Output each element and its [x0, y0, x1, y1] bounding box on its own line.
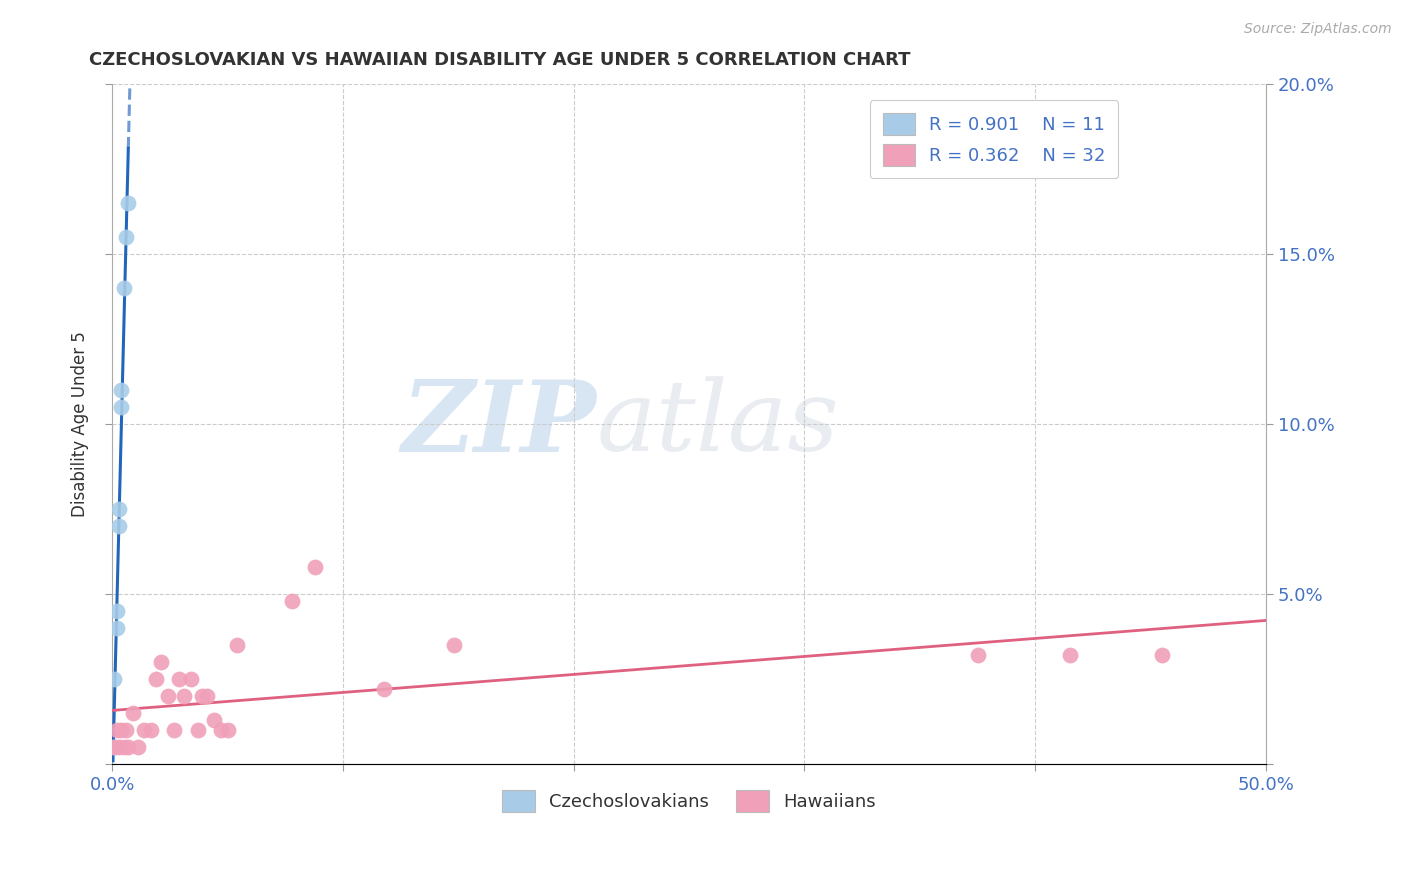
Point: [127, 739, 149, 754]
Point: [186, 723, 208, 737]
Text: atlas: atlas: [596, 376, 839, 472]
Point: [966, 648, 988, 662]
Point: [209, 723, 232, 737]
Point: [115, 230, 138, 244]
Text: ZIP: ZIP: [402, 376, 596, 472]
Point: [112, 281, 135, 295]
Point: [443, 638, 465, 652]
Point: [115, 723, 138, 737]
Point: [110, 383, 132, 397]
Point: [105, 621, 128, 635]
Point: [112, 739, 135, 754]
Point: [108, 502, 131, 516]
Point: [103, 672, 125, 686]
Point: [145, 672, 167, 686]
Point: [103, 739, 125, 754]
Point: [1059, 648, 1081, 662]
Point: [373, 681, 395, 696]
Point: [173, 689, 195, 703]
Point: [167, 672, 190, 686]
Point: [191, 689, 214, 703]
Text: Source: ZipAtlas.com: Source: ZipAtlas.com: [1244, 22, 1392, 37]
Point: [163, 723, 186, 737]
Point: [108, 739, 131, 754]
Point: [1152, 648, 1174, 662]
Point: [134, 723, 156, 737]
Y-axis label: Disability Age Under 5: Disability Age Under 5: [72, 331, 89, 516]
Point: [117, 196, 139, 211]
Point: [110, 723, 132, 737]
Point: [304, 559, 326, 574]
Point: [149, 655, 172, 669]
Point: [105, 723, 128, 737]
Point: [110, 400, 132, 414]
Point: [108, 519, 131, 533]
Point: [225, 638, 247, 652]
Point: [180, 672, 202, 686]
Point: [103, 739, 125, 754]
Text: CZECHOSLOVAKIAN VS HAWAIIAN DISABILITY AGE UNDER 5 CORRELATION CHART: CZECHOSLOVAKIAN VS HAWAIIAN DISABILITY A…: [89, 51, 911, 69]
Point: [105, 604, 128, 618]
Point: [202, 713, 225, 727]
Point: [217, 723, 239, 737]
Point: [141, 723, 163, 737]
Legend: Czechoslovakians, Hawaiians: Czechoslovakians, Hawaiians: [492, 779, 887, 822]
Point: [195, 689, 218, 703]
Point: [156, 689, 179, 703]
Point: [281, 593, 304, 607]
Point: [117, 739, 139, 754]
Point: [122, 706, 145, 720]
